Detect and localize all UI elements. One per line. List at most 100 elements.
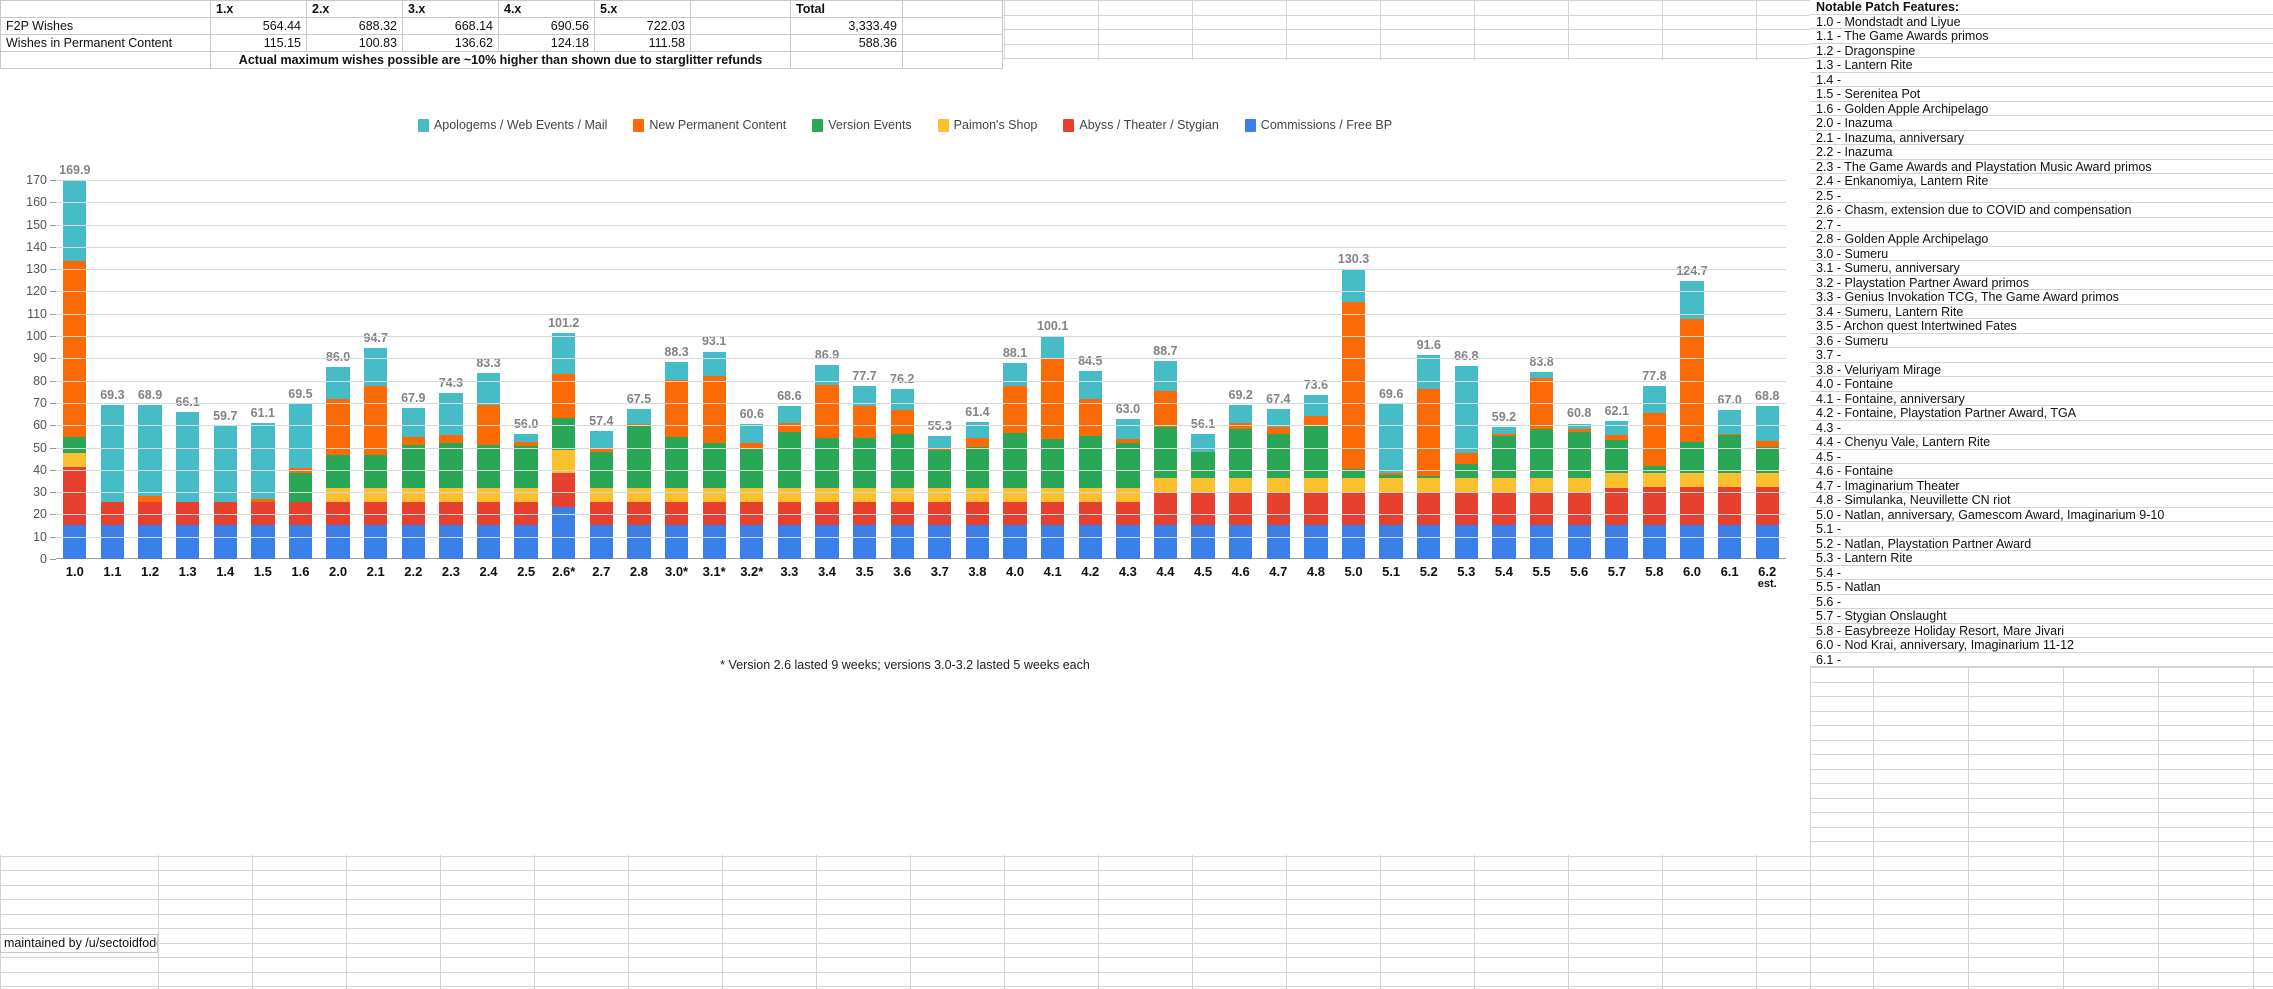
chart-bar[interactable]: 67.9 — [401, 391, 425, 559]
chart-bar[interactable]: 60.8 — [1567, 406, 1591, 559]
chart-bar[interactable]: 67.4 — [1266, 392, 1290, 559]
y-axis-tick-label: 140 — [26, 239, 56, 254]
bar-segment — [1379, 525, 1403, 559]
chart-bar[interactable]: 60.6 — [740, 407, 764, 559]
chart-bar[interactable]: 83.8 — [1529, 355, 1554, 559]
bar-segment — [777, 502, 802, 526]
bar-segment — [740, 423, 764, 444]
list-item: 4.5 - — [1810, 449, 2273, 464]
chart-bar[interactable]: 74.3 — [439, 376, 463, 559]
chart-bar[interactable]: 61.4 — [965, 405, 990, 559]
list-item: 3.6 - Sumeru — [1810, 333, 2273, 348]
list-item: 4.1 - Fontaine, anniversary — [1810, 391, 2273, 406]
bar-value-label: 84.5 — [1078, 353, 1103, 368]
bar-segment — [1003, 362, 1027, 387]
bar-segment — [928, 435, 952, 448]
bar-segment — [401, 436, 425, 445]
bar-segment — [552, 418, 576, 451]
chart-bar[interactable]: 94.7 — [364, 331, 388, 559]
chart-bar[interactable]: 83.3 — [476, 356, 501, 559]
bar-segment — [1492, 435, 1516, 479]
bar-segment — [1717, 435, 1742, 473]
bar-segment — [815, 502, 839, 526]
chart-bar[interactable]: 88.3 — [664, 345, 689, 559]
bar-slot: 67.0 6.1 — [1711, 180, 1749, 579]
bar-value-label: 74.3 — [438, 376, 464, 391]
x-axis-tick-label: 3.0* — [664, 564, 689, 579]
bar-segment — [63, 467, 87, 526]
bar-segment — [1191, 525, 1215, 559]
chart-bar[interactable]: 93.1 — [702, 334, 726, 559]
chart-bar[interactable]: 68.8 — [1755, 389, 1779, 559]
chart-bar[interactable]: 101.2 — [548, 316, 579, 559]
legend-item[interactable]: Apologems / Web Events / Mail — [417, 118, 607, 132]
chart-bar[interactable]: 169.9 — [59, 163, 90, 559]
bar-slot: 74.3 2.3 — [432, 180, 470, 578]
chart-bar[interactable]: 56.1 — [1191, 417, 1215, 559]
chart-bar[interactable]: 124.7 — [1676, 264, 1708, 559]
list-item: 5.1 - — [1810, 522, 2273, 537]
bar-segment — [852, 525, 877, 559]
bar-segment — [1605, 525, 1629, 559]
chart-legend: Apologems / Web Events / Mail New Permane… — [0, 116, 1810, 134]
chart-bar[interactable]: 62.1 — [1605, 404, 1629, 559]
bar-segment — [364, 502, 388, 526]
bar-segment — [1454, 463, 1478, 479]
bar-segment — [740, 525, 764, 559]
chart-bar[interactable]: 86.0 — [326, 350, 350, 559]
bar-segment — [476, 487, 501, 503]
bar-slot: 93.1 3.1* — [695, 180, 733, 578]
x-axis-tick-label: 5.1 — [1382, 564, 1401, 579]
list-item: 1.1 - The Game Awards primos — [1810, 29, 2273, 44]
chart-bar[interactable]: 88.1 — [1003, 346, 1027, 559]
legend-item[interactable]: Abyss / Theater / Stygian — [1063, 118, 1219, 132]
bar-segment — [928, 502, 952, 526]
x-axis-tick-label: 2.3 — [441, 564, 460, 579]
list-item: 1.3 - Lantern Rite — [1810, 58, 2273, 73]
chart-bar[interactable]: 77.7 — [852, 369, 877, 559]
bar-segment — [740, 487, 764, 503]
chart-bar[interactable]: 56.0 — [514, 417, 538, 559]
chart-bar[interactable]: 91.6 — [1417, 338, 1441, 559]
legend-item[interactable]: Commissions / Free BP — [1244, 118, 1392, 132]
bar-value-label: 61.1 — [250, 405, 276, 420]
chart-bar[interactable]: 69.5 — [288, 387, 313, 559]
bar-segment — [1304, 492, 1328, 526]
chart-bar[interactable]: 69.3 — [100, 388, 125, 559]
chart-bar[interactable]: 86.9 — [815, 348, 839, 559]
chart-bar[interactable]: 59.2 — [1492, 410, 1516, 559]
chart-bar[interactable]: 88.7 — [1153, 344, 1178, 559]
chart-bar[interactable]: 84.5 — [1078, 354, 1102, 559]
bar-segment — [1492, 492, 1516, 526]
chart-bar[interactable]: 67.5 — [627, 392, 651, 559]
bar-segment — [1529, 429, 1554, 479]
legend-item[interactable]: Paimon's Shop — [937, 118, 1037, 132]
bar-value-label: 68.8 — [1755, 388, 1780, 403]
summary-header-cell-3: 3.x — [402, 0, 499, 18]
bar-segment — [1003, 502, 1027, 526]
legend-item[interactable]: Version Events — [812, 118, 912, 132]
bar-segment — [664, 502, 689, 526]
chart-bar[interactable]: 76.2 — [890, 372, 914, 559]
legend-swatch-icon — [417, 118, 429, 132]
chart-bar[interactable]: 63.0 — [1116, 402, 1140, 559]
bar-segment — [63, 452, 87, 468]
bar-value-label: 169.9 — [59, 163, 91, 178]
bar-segment — [326, 502, 350, 526]
chart-bar[interactable]: 61.1 — [251, 406, 275, 559]
y-axis-tick-label: 60 — [33, 418, 56, 433]
bar-segment — [1341, 525, 1366, 559]
chart-bar[interactable]: 66.1 — [175, 395, 200, 559]
chart-bar[interactable]: 77.8 — [1642, 369, 1667, 559]
chart-bar[interactable]: 73.6 — [1304, 378, 1328, 559]
bar-slot: 100.1 4.1 — [1034, 180, 1072, 578]
chart-bar[interactable]: 57.4 — [589, 414, 614, 559]
bar-segment — [1605, 487, 1629, 526]
list-item: 4.4 - Chenyu Vale, Lantern Rite — [1810, 435, 2273, 450]
chart-bar[interactable]: 86.8 — [1454, 349, 1479, 559]
chart-bar[interactable]: 55.3 — [928, 419, 952, 559]
bar-segment — [589, 525, 613, 559]
chart-bar[interactable]: 130.3 — [1338, 252, 1369, 559]
legend-item[interactable]: New Permanent Content — [633, 118, 786, 132]
summary-cell-perm-total: 588.36 — [790, 34, 903, 52]
